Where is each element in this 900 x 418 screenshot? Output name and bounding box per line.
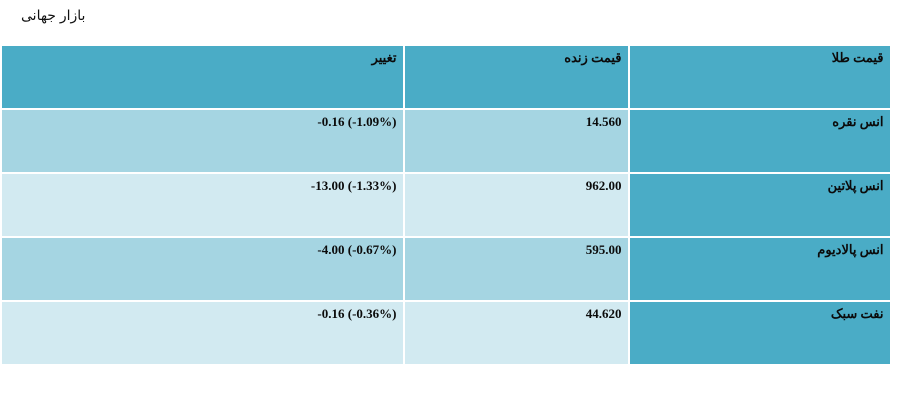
change-value: -0.16 (-0.36%) xyxy=(317,306,397,321)
row-price: 14.560 xyxy=(402,108,630,174)
price-value: 962.00 xyxy=(585,178,622,193)
row-name-light-crude: نفت سبک xyxy=(627,300,892,366)
header-live-price: قیمت زنده xyxy=(402,44,630,110)
row-name-silver-ounce: انس نقره xyxy=(627,108,892,174)
table-header-row: قیمت طلا قیمت زنده تغییر xyxy=(1,44,892,110)
table-row: نفت سبک 44.620 -0.16 (-0.36%) xyxy=(1,300,892,366)
table-row: انس پلاتین 962.00 -13.00 (-1.33%) xyxy=(1,172,892,238)
row-price: 44.620 xyxy=(402,300,630,366)
price-value: 595.00 xyxy=(585,242,622,257)
page-title: بازار جهانی xyxy=(21,7,86,23)
price-value: 44.620 xyxy=(585,306,622,321)
header-change: تغییر xyxy=(1,44,405,110)
price-value: 14.560 xyxy=(585,114,622,129)
row-change: -13.00 (-1.33%) xyxy=(1,172,405,238)
row-change: -0.16 (-1.09%) xyxy=(1,108,405,174)
change-value: -13.00 (-1.33%) xyxy=(310,178,397,193)
table-row: انس پالادیوم 595.00 -4.00 (-0.67%) xyxy=(1,236,892,302)
world-market-table: قیمت طلا قیمت زنده تغییر انس نقره 14.560… xyxy=(1,44,892,366)
header-gold-price: قیمت طلا xyxy=(627,44,892,110)
row-price: 595.00 xyxy=(402,236,630,302)
row-name-platinum-ounce: انس پلاتین xyxy=(627,172,892,238)
row-change: -0.16 (-0.36%) xyxy=(1,300,405,366)
change-value: -4.00 (-0.67%) xyxy=(317,242,397,257)
row-price: 962.00 xyxy=(402,172,630,238)
row-change: -4.00 (-0.67%) xyxy=(1,236,405,302)
row-name-palladium-ounce: انس پالادیوم xyxy=(627,236,892,302)
change-value: -0.16 (-1.09%) xyxy=(317,114,397,129)
table-row: انس نقره 14.560 -0.16 (-1.09%) xyxy=(1,108,892,174)
